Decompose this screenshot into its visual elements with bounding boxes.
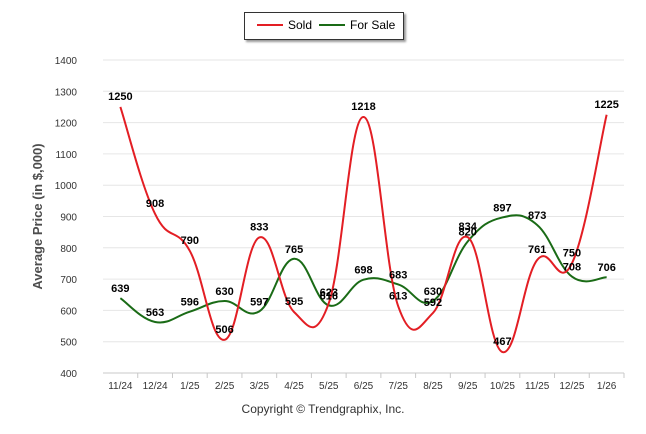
legend-swatch-for-sale [319, 24, 345, 26]
data-label-sold: 506 [215, 324, 233, 336]
x-tick-label: 9/25 [458, 381, 478, 392]
data-label-for-sale: 597 [250, 296, 268, 308]
y-tick-label: 1200 [55, 119, 78, 130]
data-label-sold: 833 [250, 221, 268, 233]
data-label-sold: 595 [285, 296, 303, 308]
y-tick-label: 400 [60, 369, 77, 380]
data-label-sold: 623 [320, 287, 338, 299]
x-tick-label: 1/26 [597, 381, 617, 392]
data-label-for-sale: 639 [111, 283, 129, 295]
x-tick-label: 8/25 [423, 381, 443, 392]
data-label-sold: 1250 [108, 91, 132, 103]
data-label-sold: 613 [389, 290, 407, 302]
y-tick-label: 800 [60, 244, 77, 255]
data-label-sold: 1225 [594, 99, 618, 111]
data-label-sold: 790 [181, 235, 199, 247]
y-tick-label: 1000 [55, 181, 78, 192]
x-tick-label: 12/24 [143, 381, 168, 392]
series-line-for-sale [119, 214, 607, 324]
chart-legend: Sold For Sale [244, 12, 404, 40]
legend-label-sold: Sold [288, 18, 313, 32]
y-tick-label: 900 [60, 213, 77, 224]
y-axis-title: Average Price (in $,000) [30, 143, 45, 289]
y-tick-label: 700 [60, 275, 77, 286]
data-label-for-sale: 563 [146, 307, 164, 319]
x-tick-label: 2/25 [215, 381, 235, 392]
data-label-sold: 1218 [351, 101, 375, 113]
data-label-sold: 750 [563, 247, 581, 259]
x-tick-label: 7/25 [388, 381, 408, 392]
copyright-text: Copyright © Trendgraphix, Inc. [241, 402, 405, 416]
data-label-for-sale: 820 [459, 227, 477, 239]
data-label-sold: 908 [146, 198, 164, 210]
data-label-for-sale: 708 [563, 262, 581, 274]
y-tick-label: 1400 [55, 56, 78, 67]
data-label-for-sale: 683 [389, 269, 407, 281]
data-label-for-sale: 873 [528, 210, 546, 222]
x-tick-label: 6/25 [354, 381, 374, 392]
x-tick-label: 10/25 [490, 381, 515, 392]
data-label-for-sale: 630 [424, 286, 442, 298]
data-label-sold: 592 [424, 297, 442, 309]
data-label-sold: 834 [459, 221, 478, 233]
y-tick-label: 500 [60, 338, 77, 349]
data-label-for-sale: 630 [215, 286, 233, 298]
data-label-for-sale: 897 [493, 202, 511, 214]
y-tick-label: 1100 [55, 150, 77, 161]
legend-swatch-sold [257, 24, 283, 26]
x-tick-label: 12/25 [559, 381, 584, 392]
x-tick-label: 5/25 [319, 381, 339, 392]
y-tick-label: 600 [60, 306, 77, 317]
data-label-sold: 467 [493, 336, 511, 348]
data-label-for-sale: 706 [597, 262, 615, 274]
x-tick-label: 11/24 [108, 381, 133, 392]
legend-label-for-sale: For Sale [350, 18, 396, 32]
x-tick-label: 11/25 [525, 381, 550, 392]
data-label-sold: 761 [528, 244, 546, 256]
data-label-for-sale: 698 [354, 265, 372, 277]
series-line-sold [119, 106, 608, 354]
legend-item-sold: Sold [257, 18, 312, 32]
y-tick-label: 1300 [55, 87, 78, 98]
legend-item-for-sale: For Sale [319, 18, 395, 32]
data-label-for-sale: 616 [320, 290, 338, 302]
x-tick-label: 4/25 [284, 381, 304, 392]
x-tick-label: 1/25 [180, 381, 200, 392]
data-label-for-sale: 765 [285, 244, 303, 256]
data-label-for-sale: 596 [181, 297, 199, 309]
x-tick-label: 3/25 [250, 381, 270, 392]
